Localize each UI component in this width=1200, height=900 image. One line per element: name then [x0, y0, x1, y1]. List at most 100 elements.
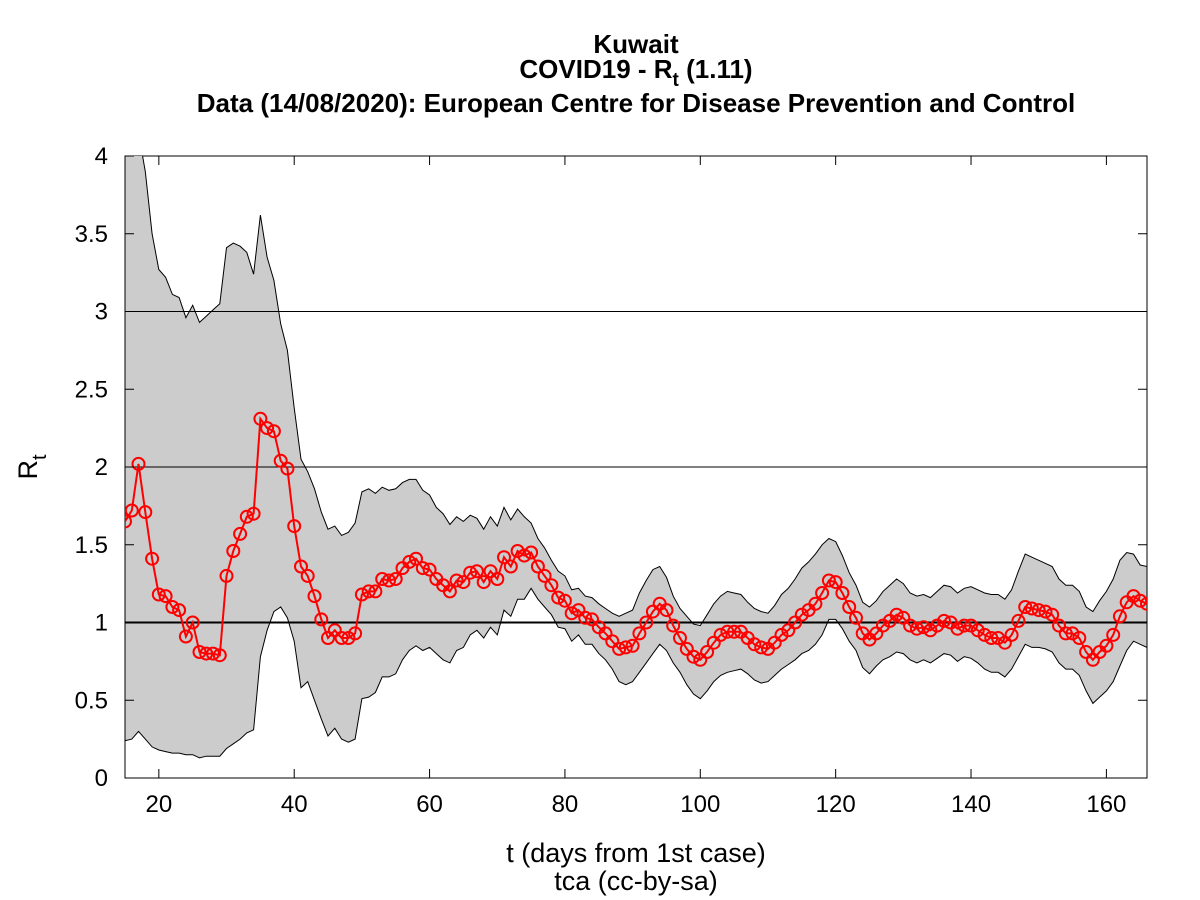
rt-point [287, 519, 302, 534]
rt-point [1004, 627, 1019, 642]
rt-point [585, 612, 599, 627]
rt-point [693, 652, 708, 667]
x-tick-label: 20 [145, 791, 172, 818]
y-tick-label: 3.5 [75, 221, 108, 248]
rt-point [382, 573, 396, 588]
rt-point [327, 623, 342, 638]
rt-point [212, 648, 227, 663]
chart-title-source: Data (14/08/2020): European Centre for D… [197, 88, 1075, 118]
y-tick-label: 0 [95, 765, 108, 792]
rt-point [442, 584, 457, 599]
rt-point [618, 640, 633, 655]
rt-point [645, 604, 660, 619]
rt-point [754, 640, 769, 655]
x-tick-label: 160 [1086, 791, 1126, 818]
y-tick-label: 1.5 [75, 532, 108, 559]
rt-point [977, 627, 992, 642]
rt-point [1140, 596, 1147, 611]
rt-point [564, 606, 579, 621]
rt-point [815, 586, 830, 600]
rt-series-points [125, 411, 1147, 667]
rt-point [422, 562, 437, 577]
x-axis-label: t (days from 1st case) [506, 838, 766, 868]
rt-point [354, 587, 369, 602]
rt-point [476, 575, 491, 590]
credit-label: tca (cc-by-sa) [554, 866, 718, 896]
rt-point [808, 596, 823, 611]
rt-point [246, 506, 261, 521]
rt-point [145, 551, 160, 566]
rt-point [842, 600, 857, 614]
rt-point [158, 589, 173, 604]
rt-point [557, 593, 572, 608]
x-tick-labels: 20 40 60 80 100 120 140 160 [145, 791, 1126, 818]
rt-point [1038, 604, 1053, 619]
y-tick-label: 0.5 [75, 687, 108, 714]
rt-point [449, 573, 464, 588]
rt-point [483, 564, 498, 579]
rt-point [517, 548, 532, 563]
rt-point [402, 554, 417, 569]
rt-point [957, 618, 972, 633]
x-tick-label: 80 [552, 791, 579, 818]
rt-point [767, 635, 782, 650]
rt-point [1099, 638, 1114, 653]
rt-point [138, 505, 153, 520]
rt-point [463, 565, 478, 580]
x-tick-label: 40 [281, 791, 308, 818]
x-tick-label: 100 [680, 791, 720, 818]
rt-point [632, 626, 647, 641]
rt-point [125, 514, 132, 529]
rt-point [544, 578, 559, 593]
confidence-band [125, 156, 1147, 759]
rt-point [321, 631, 335, 645]
rt-point [747, 637, 762, 652]
rt-point [612, 641, 627, 656]
rt-point [125, 503, 139, 518]
rt-point [1058, 626, 1073, 641]
rt-point [578, 610, 593, 625]
rt-point [300, 568, 315, 583]
rt-point [537, 568, 552, 583]
chart-title-metric: COVID19 - Rt (1.11) [519, 54, 752, 91]
rt-point [266, 424, 281, 439]
rt-point [727, 624, 742, 639]
axis-ticks [125, 155, 1147, 779]
chart-title-country: Kuwait [593, 29, 679, 59]
rt-point [835, 586, 850, 600]
rt-point [781, 623, 796, 638]
rt-point [294, 559, 308, 574]
rt-point [178, 629, 193, 644]
rt-point [598, 626, 613, 641]
rt-point [1106, 627, 1121, 642]
rt-point [409, 551, 423, 566]
rt-point [388, 572, 403, 586]
y-tick-label: 3 [95, 299, 108, 326]
rt-point [192, 645, 207, 659]
rt-point [666, 618, 681, 633]
rt-point [1031, 603, 1046, 618]
rt-point [334, 631, 349, 645]
rt-point [151, 587, 166, 602]
rt-point [490, 572, 505, 586]
rt-point [639, 615, 654, 630]
rt-point [497, 550, 511, 565]
rt-point [551, 590, 566, 605]
x-tick-label: 60 [416, 791, 443, 818]
rt-point [659, 603, 674, 618]
rt-point [700, 645, 715, 659]
rt-point [131, 456, 146, 471]
rt-point [456, 575, 471, 590]
rt-point [219, 568, 234, 583]
rt-point [821, 573, 836, 588]
rt-point [375, 572, 390, 586]
rt-point [524, 545, 539, 560]
rt-point [1045, 607, 1060, 622]
rt-point [361, 584, 376, 599]
y-tick-labels: 0 0.5 1 1.5 2 2.5 3 3.5 4 [75, 143, 108, 792]
rt-point [530, 559, 545, 574]
y-tick-label: 2.5 [75, 376, 108, 403]
rt-point [713, 627, 728, 642]
rt-point [1052, 618, 1066, 633]
